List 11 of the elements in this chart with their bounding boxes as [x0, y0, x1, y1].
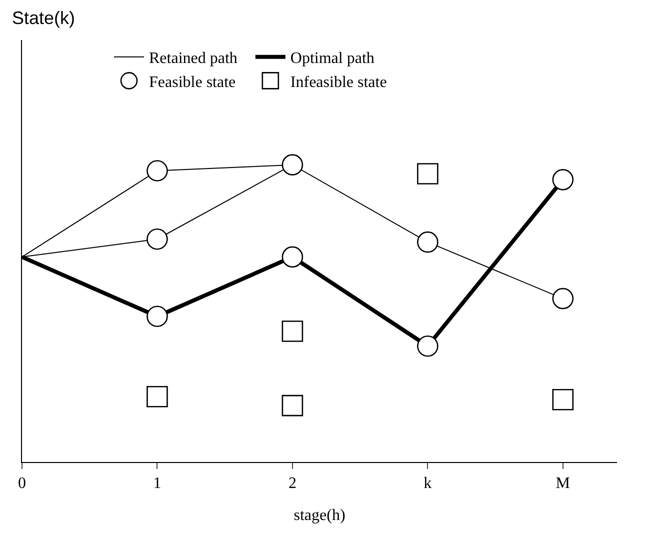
legend-label: Optimal path — [290, 50, 374, 68]
legend-label: Feasible state — [149, 74, 236, 91]
x-tick-label: k — [424, 475, 432, 492]
x-tick-label: 2 — [288, 475, 296, 492]
legend-label: Retained path — [149, 50, 238, 68]
text: State(k) — [12, 8, 76, 28]
x-axis-title: stage(h) — [294, 507, 346, 524]
x-tick-label: 1 — [153, 475, 162, 492]
legend-label: Infeasible state — [290, 74, 387, 91]
x-tick-label: 0 — [18, 475, 26, 492]
x-tick-label: M — [556, 475, 570, 492]
